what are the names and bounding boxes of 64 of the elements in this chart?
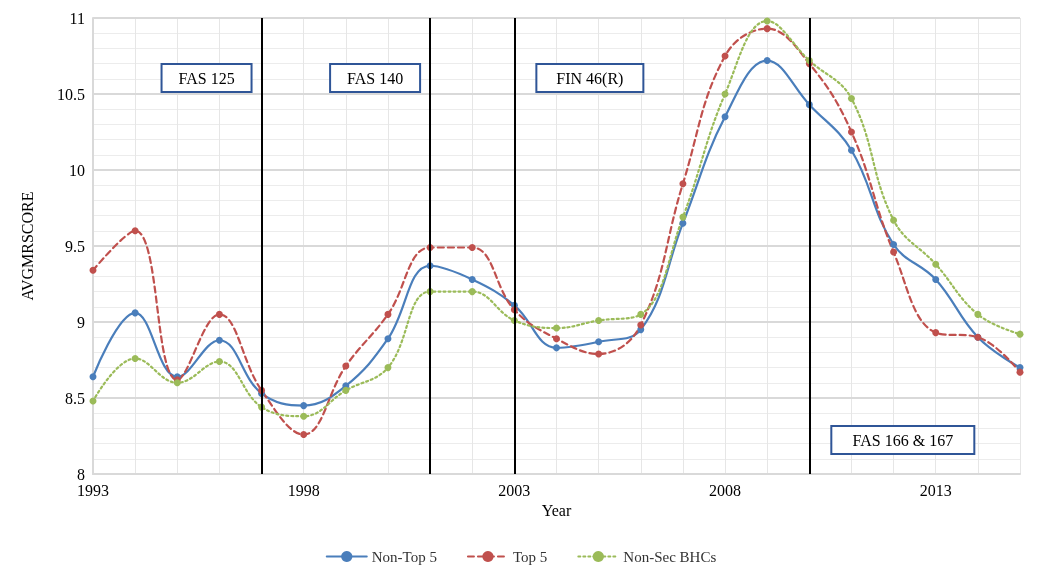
point — [553, 344, 560, 352]
point — [890, 216, 898, 224]
y-tick-label: 8 — [77, 465, 85, 483]
point — [932, 329, 940, 337]
point — [300, 430, 308, 438]
point — [384, 310, 392, 318]
point — [847, 95, 855, 103]
point — [131, 227, 139, 235]
point — [300, 412, 308, 420]
point — [553, 324, 560, 332]
x-tick-label: 2013 — [919, 481, 952, 499]
legend-label: Non-Sec BHCs — [623, 548, 717, 565]
y-tick-label: 10.5 — [57, 85, 85, 103]
point — [847, 146, 855, 154]
point — [721, 113, 729, 121]
point — [932, 275, 940, 283]
point — [468, 244, 476, 252]
point — [974, 310, 982, 318]
x-tick-label: 2008 — [709, 481, 742, 499]
point — [384, 364, 392, 372]
legend-label: Non-Top 5 — [371, 548, 437, 565]
point — [763, 25, 771, 33]
point — [468, 275, 476, 283]
point — [637, 310, 645, 318]
point — [595, 350, 603, 358]
point — [215, 358, 223, 366]
ref-line-label: FAS 125 — [178, 69, 235, 87]
point — [342, 386, 350, 394]
point — [89, 373, 97, 381]
x-tick-label: 2003 — [498, 481, 531, 499]
point — [384, 335, 392, 343]
point — [932, 260, 940, 268]
legend-label: Top 5 — [512, 548, 548, 565]
point — [890, 248, 898, 256]
point — [679, 213, 687, 221]
point — [300, 402, 308, 410]
point — [89, 266, 97, 274]
point — [890, 240, 898, 248]
y-tick-label: 11 — [69, 9, 85, 27]
point — [215, 310, 223, 318]
y-tick-label: 8.5 — [65, 389, 85, 407]
point — [595, 338, 603, 346]
y-tick-label: 9 — [77, 313, 85, 331]
y-tick-label: 10 — [69, 161, 85, 179]
ref-line-label: FIN 46(R) — [556, 69, 624, 88]
x-tick-label: 1993 — [77, 481, 109, 499]
point — [553, 335, 560, 343]
ref-line-label: FAS 140 — [347, 69, 404, 87]
y-tick-label: 9.5 — [65, 237, 85, 255]
point — [763, 57, 771, 65]
x-tick-label: 1998 — [287, 481, 320, 499]
point — [131, 309, 139, 317]
point — [215, 336, 223, 344]
x-axis-title: Year — [541, 502, 572, 520]
point — [679, 180, 687, 188]
point — [595, 316, 603, 324]
point — [637, 321, 645, 329]
point — [763, 17, 771, 25]
point — [847, 128, 855, 136]
y-axis-title: AVGMRSCORE — [18, 191, 36, 301]
point — [342, 362, 350, 370]
point — [131, 354, 139, 362]
point — [468, 288, 476, 296]
ref-line-label: FAS 166 & 167 — [852, 431, 954, 449]
